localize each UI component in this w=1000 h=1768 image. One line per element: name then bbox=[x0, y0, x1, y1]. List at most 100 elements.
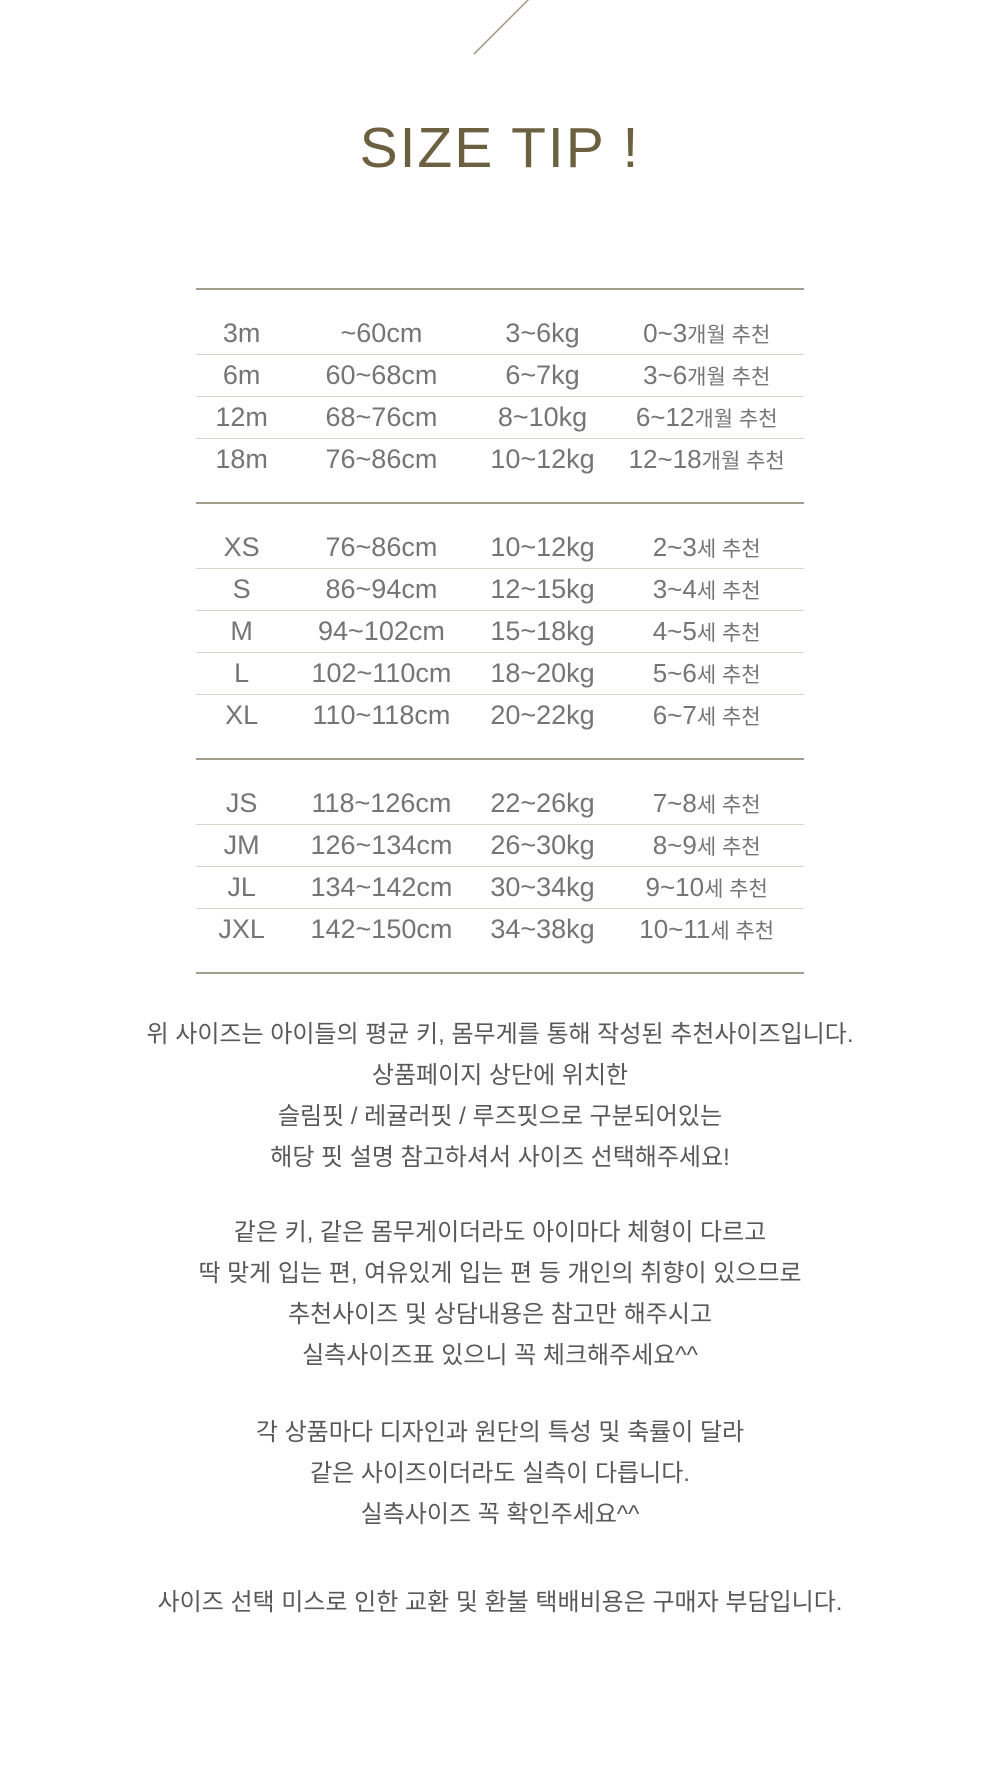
age-recommendation: 3~4세 추천 bbox=[609, 574, 804, 605]
table-section-baby: 3m ~60cm 3~6kg 0~3개월 추천 6m 60~68cm 6~7kg… bbox=[196, 288, 804, 502]
table-row: JS 118~126cm 22~26kg 7~8세 추천 bbox=[196, 782, 804, 824]
size-label: 12m bbox=[215, 402, 268, 432]
age-unit: 개월 추천 bbox=[701, 450, 785, 473]
age-unit: 세 추천 bbox=[696, 580, 761, 603]
table-row: JL 134~142cm 30~34kg 9~10세 추천 bbox=[196, 866, 804, 908]
note-line: 슬림핏 / 레귤러핏 / 루즈핏으로 구분되어있는 bbox=[277, 1103, 723, 1130]
age-range: 6~7 bbox=[652, 700, 697, 730]
age-unit: 세 추천 bbox=[696, 537, 761, 561]
page-title: SIZE TIP ! bbox=[359, 116, 641, 180]
age-unit: 세 추천 bbox=[696, 706, 761, 729]
table-row: XS 76~86cm 10~12kg 2~3세 추천 bbox=[196, 526, 804, 568]
size-label: S bbox=[232, 574, 251, 604]
age-range: 3~6 bbox=[643, 360, 688, 390]
age-unit: 세 추천 bbox=[696, 664, 761, 687]
table-row: 18m 76~86cm 10~12kg 12~18개월 추천 bbox=[196, 438, 804, 480]
note-line: 추천사이즈 및 상담내용은 참고만 해주시고 bbox=[287, 1301, 713, 1328]
note-line: 딱 맞게 입는 편, 여유있게 입는 편 등 개인의 취향이 있으므로 bbox=[198, 1260, 802, 1287]
age-unit: 개월 추천 bbox=[694, 408, 778, 431]
note-line: 실측사이즈표 있으니 꼭 체크해주세요^^ bbox=[302, 1342, 698, 1369]
height-range: ~60cm bbox=[340, 317, 423, 348]
age-recommendation: 7~8세 추천 bbox=[609, 788, 804, 819]
weight-range: 34~38kg bbox=[490, 914, 595, 944]
note-line: 해당 핏 설명 참고하셔서 사이즈 선택해주세요! bbox=[270, 1144, 730, 1171]
weight-range: 8~10kg bbox=[497, 402, 588, 432]
weight-range: 26~30kg bbox=[490, 830, 595, 860]
height-range: 110~118cm bbox=[312, 700, 451, 730]
age-range: 3~4 bbox=[652, 574, 697, 604]
table-row: 6m 60~68cm 6~7kg 3~6개월 추천 bbox=[196, 354, 804, 396]
size-guide-note: 위 사이즈는 아이들의 평균 키, 몸무게를 통해 작성된 추천사이즈입니다. … bbox=[0, 1014, 1000, 1178]
size-label: JS bbox=[225, 787, 258, 818]
table-row: JM 126~134cm 26~30kg 8~9세 추천 bbox=[196, 824, 804, 866]
note-line: 사이즈 선택 미스로 인한 교환 및 환불 택배비용은 구매자 부담입니다. bbox=[157, 1589, 843, 1616]
age-range: 10~11 bbox=[639, 914, 711, 944]
age-unit: 개월 추천 bbox=[687, 323, 771, 347]
age-range: 2~3 bbox=[652, 531, 697, 562]
age-range: 7~8 bbox=[652, 787, 697, 818]
weight-range: 12~15kg bbox=[490, 574, 595, 604]
note-line: 같은 사이즈이더라도 실측이 다릅니다. bbox=[310, 1460, 690, 1487]
note-line: 실측사이즈 꼭 확인주세요^^ bbox=[360, 1501, 640, 1528]
height-range: 86~94cm bbox=[325, 574, 438, 604]
height-range: 118~126cm bbox=[311, 787, 452, 818]
age-range: 8~9 bbox=[652, 830, 697, 860]
weight-range: 10~12kg bbox=[490, 444, 595, 474]
height-range: 60~68cm bbox=[325, 360, 438, 390]
age-recommendation: 2~3세 추천 bbox=[609, 532, 804, 563]
size-label: 18m bbox=[215, 444, 268, 474]
size-label: 6m bbox=[222, 360, 261, 390]
table-row: 3m ~60cm 3~6kg 0~3개월 추천 bbox=[196, 312, 804, 354]
table-row: XL 110~118cm 20~22kg 6~7세 추천 bbox=[196, 694, 804, 736]
weight-range: 3~6kg bbox=[505, 317, 580, 348]
fit-preference-note: 같은 키, 같은 몸무게이더라도 아이마다 체형이 다르고 딱 맞게 입는 편,… bbox=[0, 1212, 1000, 1376]
age-unit: 세 추천 bbox=[704, 878, 768, 901]
size-label: M bbox=[230, 616, 253, 646]
height-range: 102~110cm bbox=[311, 658, 452, 688]
size-label: XL bbox=[225, 700, 259, 730]
size-label: JL bbox=[227, 872, 256, 902]
age-range: 9~10 bbox=[645, 872, 705, 902]
exchange-policy-note: 사이즈 선택 미스로 인한 교환 및 환불 택배비용은 구매자 부담입니다. bbox=[0, 1582, 1000, 1623]
age-recommendation: 8~9세 추천 bbox=[609, 830, 804, 861]
age-recommendation: 0~3개월 추천 bbox=[609, 318, 804, 349]
age-recommendation: 5~6세 추천 bbox=[609, 658, 804, 689]
diagonal-slash-decoration bbox=[473, 0, 530, 55]
table-row: JXL 142~150cm 34~38kg 10~11세 추천 bbox=[196, 908, 804, 950]
height-range: 142~150cm bbox=[310, 914, 453, 944]
height-range: 134~142cm bbox=[310, 872, 453, 902]
weight-range: 30~34kg bbox=[490, 872, 595, 902]
height-range: 94~102cm bbox=[318, 616, 445, 646]
table-section-junior: JS 118~126cm 22~26kg 7~8세 추천 JM 126~134c… bbox=[196, 758, 804, 974]
age-range: 4~5 bbox=[652, 616, 697, 646]
weight-range: 20~22kg bbox=[490, 700, 595, 730]
age-unit: 세 추천 bbox=[696, 622, 761, 645]
weight-range: 6~7kg bbox=[505, 360, 580, 390]
weight-range: 22~26kg bbox=[490, 787, 595, 818]
age-range: 0~3 bbox=[643, 317, 688, 348]
table-section-kids: XS 76~86cm 10~12kg 2~3세 추천 S 86~94cm 12~… bbox=[196, 502, 804, 758]
age-unit: 세 추천 bbox=[696, 793, 761, 817]
age-recommendation: 12~18개월 추천 bbox=[609, 444, 804, 475]
height-range: 68~76cm bbox=[325, 402, 438, 432]
size-label: JM bbox=[223, 830, 260, 860]
age-recommendation: 4~5세 추천 bbox=[609, 616, 804, 647]
note-line: 위 사이즈는 아이들의 평균 키, 몸무게를 통해 작성된 추천사이즈입니다. bbox=[146, 1021, 854, 1048]
table-row: M 94~102cm 15~18kg 4~5세 추천 bbox=[196, 610, 804, 652]
age-recommendation: 9~10세 추천 bbox=[609, 872, 804, 903]
height-range: 76~86cm bbox=[325, 444, 438, 474]
size-label: 3m bbox=[222, 317, 261, 348]
age-recommendation: 6~12개월 추천 bbox=[609, 402, 804, 433]
table-row: 12m 68~76cm 8~10kg 6~12개월 추천 bbox=[196, 396, 804, 438]
measurement-note: 각 상품마다 디자인과 원단의 특성 및 축률이 달라 같은 사이즈이더라도 실… bbox=[0, 1412, 1000, 1535]
table-row: S 86~94cm 12~15kg 3~4세 추천 bbox=[196, 568, 804, 610]
size-label: JXL bbox=[218, 914, 265, 944]
age-range: 5~6 bbox=[652, 658, 697, 688]
age-recommendation: 3~6개월 추천 bbox=[609, 360, 804, 391]
note-line: 상품페이지 상단에 위치한 bbox=[371, 1062, 629, 1089]
age-recommendation: 6~7세 추천 bbox=[609, 700, 804, 731]
age-recommendation: 10~11세 추천 bbox=[609, 914, 804, 945]
weight-range: 10~12kg bbox=[490, 531, 595, 562]
height-range: 126~134cm bbox=[310, 830, 453, 860]
